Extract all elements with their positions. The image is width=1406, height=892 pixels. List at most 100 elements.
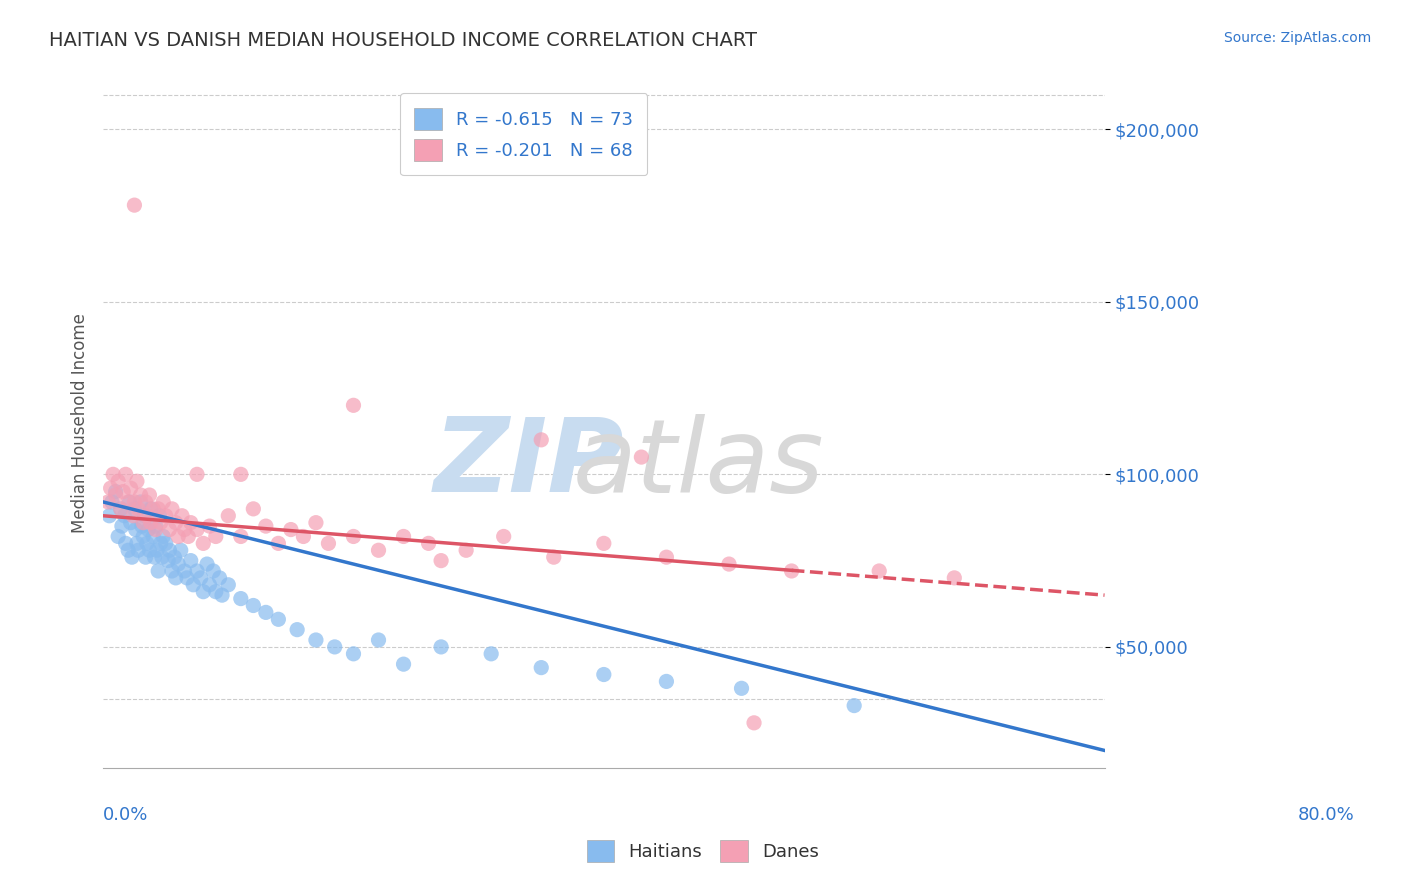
Point [112,484,135,499]
Y-axis label: Median Household Income: Median Household Income [72,312,89,533]
Point [145,519,167,533]
Point [142,529,165,543]
Point [229,591,252,606]
Point [492,529,515,543]
Text: atlas: atlas [574,414,825,514]
Point [110,501,132,516]
Point [112,508,135,523]
Point [167,529,190,543]
Point [177,529,200,543]
Point [780,564,803,578]
Point [149,536,172,550]
Point [110,501,132,516]
Point [155,536,177,550]
Point [211,588,233,602]
Point [392,529,415,543]
Point [104,484,127,499]
Point [267,612,290,626]
Point [150,550,173,565]
Point [198,519,221,533]
Point [159,543,181,558]
Point [148,501,170,516]
Point [173,523,195,537]
Point [104,488,127,502]
Point [242,501,264,516]
Point [157,554,180,568]
Point [120,516,142,530]
Point [125,536,148,550]
Point [186,467,208,482]
Point [124,198,146,212]
Point [181,578,204,592]
Point [160,564,183,578]
Point [193,536,215,550]
Point [170,508,193,523]
Point [118,495,141,509]
Point [159,523,181,537]
Point [138,543,160,558]
Point [208,571,231,585]
Point [101,467,124,482]
Point [456,543,478,558]
Point [543,550,565,565]
Point [198,578,221,592]
Point [139,516,162,530]
Text: Source: ZipAtlas.com: Source: ZipAtlas.com [1223,31,1371,45]
Point [145,523,167,537]
Point [155,508,177,523]
Point [844,698,866,713]
Point [342,529,364,543]
Point [107,529,129,543]
Point [342,398,364,412]
Point [122,508,145,523]
Point [186,523,208,537]
Point [229,529,252,543]
Point [167,557,190,571]
Point [117,543,139,558]
Point [114,536,136,550]
Point [285,623,308,637]
Point [120,481,142,495]
Point [136,536,159,550]
Point [254,606,277,620]
Point [267,536,290,550]
Point [101,495,124,509]
Point [180,516,202,530]
Point [135,550,157,565]
Point [195,557,218,571]
Point [125,475,148,489]
Legend: R = -0.615   N = 73, R = -0.201   N = 68: R = -0.615 N = 73, R = -0.201 N = 68 [401,94,647,176]
Point [135,495,157,509]
Point [592,667,614,681]
Point [117,495,139,509]
Point [146,543,169,558]
Point [107,475,129,489]
Point [730,681,752,696]
Point [180,554,202,568]
Point [124,495,146,509]
Point [868,564,890,578]
Point [280,523,302,537]
Point [217,508,239,523]
Point [114,467,136,482]
Point [127,543,149,558]
Point [204,529,226,543]
Point [418,536,440,550]
Point [204,584,226,599]
Point [148,564,170,578]
Point [430,640,453,654]
Point [152,529,174,543]
Point [190,571,212,585]
Text: ZIP: ZIP [433,414,624,515]
Point [186,564,208,578]
Point [139,501,162,516]
Text: HAITIAN VS DANISH MEDIAN HOUSEHOLD INCOME CORRELATION CHART: HAITIAN VS DANISH MEDIAN HOUSEHOLD INCOM… [49,31,758,50]
Point [136,523,159,537]
Point [138,488,160,502]
Point [170,543,193,558]
Point [292,529,315,543]
Point [124,501,146,516]
Point [111,519,134,533]
Point [592,536,614,550]
Point [124,523,146,537]
